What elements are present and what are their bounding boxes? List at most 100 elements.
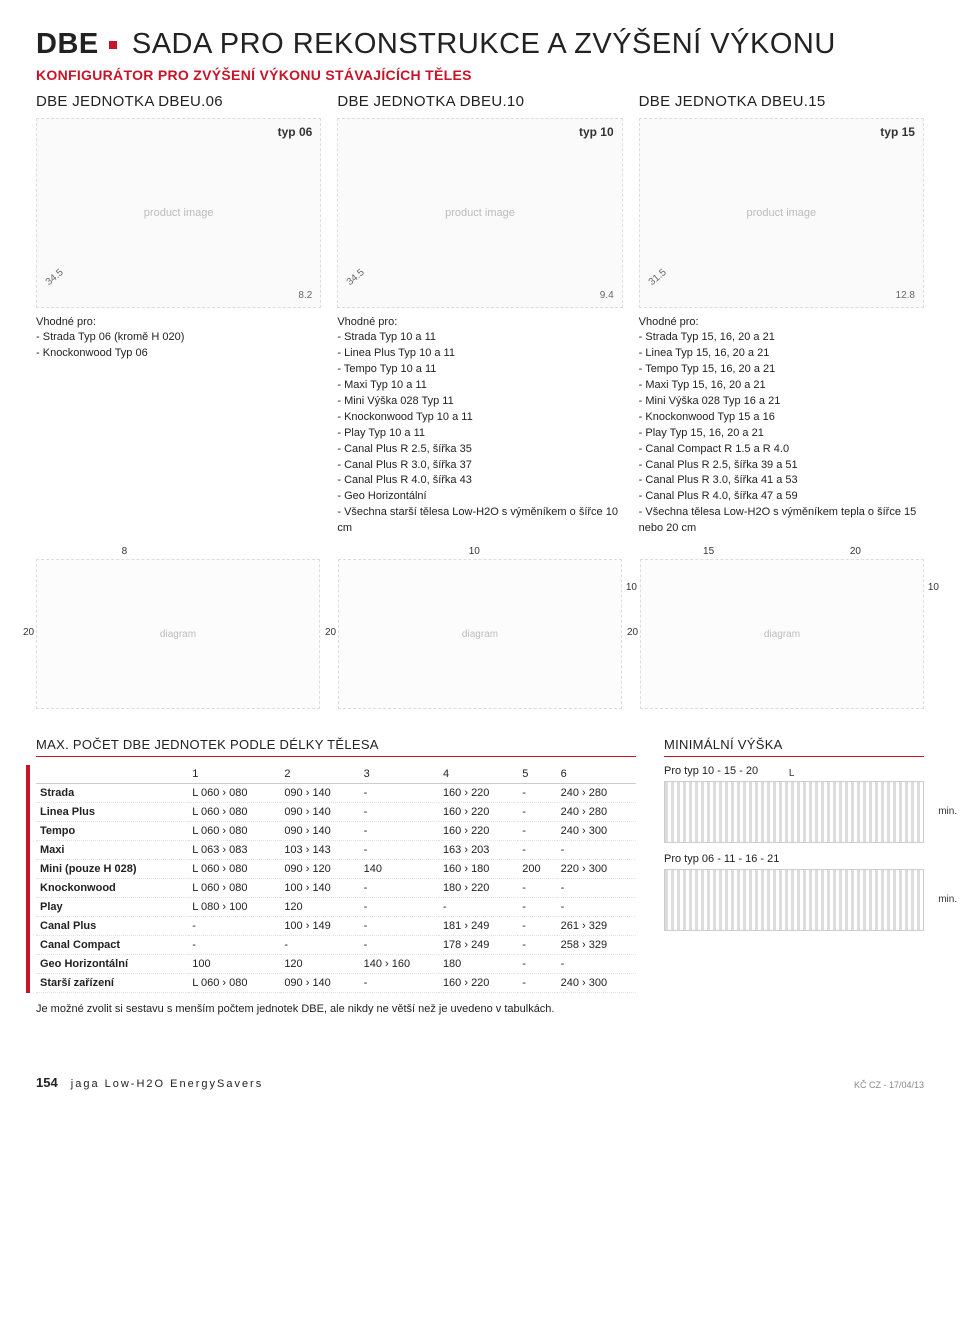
table-cell: L 080 › 100 [188,898,280,917]
table-cell: - [518,898,556,917]
suitable-list: Strada Typ 10 a 11Linea Plus Typ 10 a 11… [337,330,622,537]
unit-title: DBE JEDNOTKA DBEU.06 [36,93,321,110]
table-cell: 163 › 203 [439,841,518,860]
table-cell: - [518,784,556,803]
table-cell: 090 › 120 [280,860,359,879]
table-cell: - [518,803,556,822]
suitable-item: Play Typ 15, 16, 20 a 21 [639,426,924,442]
unit-title: DBE JEDNOTKA DBEU.15 [639,93,924,110]
table-cell: - [360,974,439,993]
table-cell: 180 › 220 [439,879,518,898]
table-header: 2 [280,765,359,784]
table-cell: 180 [439,955,518,974]
diagram-06: 8 20 diagram [36,559,320,709]
table-cell: 090 › 140 [280,784,359,803]
table-cell: L 060 › 080 [188,784,280,803]
min-diagram: min. H 30 [664,869,924,931]
unit-col-0: DBE JEDNOTKA DBEU.06product imagetyp 063… [36,93,321,537]
table-cell: L 060 › 080 [188,860,280,879]
suitable-item: Play Typ 10 a 11 [337,426,622,442]
table-row: KnockonwoodL 060 › 080100 › 140-180 › 22… [36,879,636,898]
suitable-item: Strada Typ 15, 16, 20 a 21 [639,330,924,346]
table-cell: 160 › 220 [439,974,518,993]
dim-height: 12.8 [896,290,915,301]
suitable-item: Strada Typ 10 a 11 [337,330,622,346]
row-label: Play [36,898,188,917]
unit-image: product imagetyp 0634.58.2 [36,118,321,308]
table-cell: 090 › 140 [280,822,359,841]
table-cell: - [360,841,439,860]
table-cell: - [360,822,439,841]
table-cell: L 063 › 083 [188,841,280,860]
table-header: 6 [557,765,636,784]
page-title: DBE SADA PRO REKONSTRUKCE A ZVÝŠENÍ VÝKO… [36,28,924,61]
row-label: Tempo [36,822,188,841]
table-cell: L 060 › 080 [188,803,280,822]
row-label: Canal Plus [36,917,188,936]
suitable-item: Canal Plus R 2.5, šířka 35 [337,442,622,458]
table-cell: - [557,879,636,898]
dim-width: 34.5 [44,267,66,288]
table-cell: 100 [188,955,280,974]
suitable-item: Canal Plus R 3.0, šířka 41 a 53 [639,473,924,489]
suitable-item: Canal Plus R 4.0, šířka 47 a 59 [639,489,924,505]
dim-width: 31.5 [646,267,668,288]
unit-col-1: DBE JEDNOTKA DBEU.10product imagetyp 103… [337,93,622,537]
table-cell: 160 › 220 [439,784,518,803]
suitable-item: Linea Plus Typ 10 a 11 [337,346,622,362]
table-cell: 258 › 329 [557,936,636,955]
table-cell: - [188,936,280,955]
table-row: PlayL 080 › 100120---- [36,898,636,917]
table-cell: - [439,898,518,917]
table-cell: L 060 › 080 [188,879,280,898]
suitable-item: Geo Horizontální [337,489,622,505]
suitable-list: Strada Typ 15, 16, 20 a 21Linea Typ 15, … [639,330,924,537]
table-cell: - [518,822,556,841]
table-cell: - [360,784,439,803]
units-row: DBE JEDNOTKA DBEU.06product imagetyp 063… [36,93,924,537]
table-row: Mini (pouze H 028)L 060 › 080090 › 12014… [36,860,636,879]
suitable-item: Maxi Typ 15, 16, 20 a 21 [639,378,924,394]
table-header: 1 [188,765,280,784]
suitable-item: Strada Typ 06 (kromě H 020) [36,330,321,346]
table-row: Canal Compact---178 › 249-258 › 329 [36,936,636,955]
table-cell: L 060 › 080 [188,974,280,993]
table-row: MaxiL 063 › 083103 › 143-163 › 203-- [36,841,636,860]
table-cell: 090 › 140 [280,974,359,993]
title-rest: SADA PRO REKONSTRUKCE A ZVÝŠENÍ VÝKONU [132,28,836,60]
table-cell: 200 [518,860,556,879]
table-header [36,765,188,784]
count-note: Je možné zvolit si sestavu s menším počt… [36,1003,636,1015]
table-cell: 120 [280,955,359,974]
suitable-heading: Vhodné pro: [36,316,321,328]
table-cell: - [360,879,439,898]
suitable-item: Mini Výška 028 Typ 16 a 21 [639,394,924,410]
table-cell: - [360,803,439,822]
row-label: Linea Plus [36,803,188,822]
table-row: Canal Plus-100 › 149-181 › 249-261 › 329 [36,917,636,936]
count-section: MAX. POČET DBE JEDNOTEK PODLE DÉLKY TĚLE… [36,737,636,1015]
min-diagram: Lmin. H 20 [664,781,924,843]
suitable-item: Mini Výška 028 Typ 11 [337,394,622,410]
dim-height: 8.2 [298,290,312,301]
table-cell: - [557,898,636,917]
table-row: Starší zařízeníL 060 › 080090 › 140-160 … [36,974,636,993]
table-cell: - [360,936,439,955]
title-bold: DBE [36,28,99,60]
suitable-item: Všechna tělesa Low-H2O s výměníkem tepla… [639,505,924,537]
footer-doc-id: KČ CZ - 17/04/13 [854,1080,924,1090]
table-cell: - [188,917,280,936]
type-label: typ 10 [579,125,614,139]
table-cell: 220 › 300 [557,860,636,879]
unit-image: product imagetyp 1034.59.4 [337,118,622,308]
table-cell: 240 › 280 [557,784,636,803]
table-cell: - [280,936,359,955]
table-cell: 160 › 220 [439,803,518,822]
min-height-section: MINIMÁLNÍ VÝŠKA Pro typ 10 - 15 - 20Lmin… [664,737,924,1015]
table-cell: 140 › 160 [360,955,439,974]
table-header: 4 [439,765,518,784]
table-cell: 261 › 329 [557,917,636,936]
page-number: 154 [36,1075,58,1090]
suitable-heading: Vhodné pro: [639,316,924,328]
suitable-heading: Vhodné pro: [337,316,622,328]
